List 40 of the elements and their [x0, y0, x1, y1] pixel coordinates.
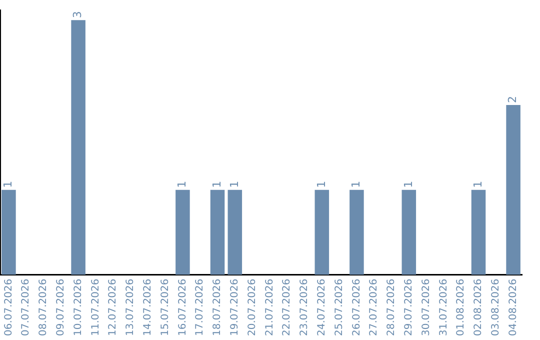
x-tick-label: 24.07.2026 [316, 278, 328, 336]
data-label: 1 [210, 180, 224, 188]
x-tick-label: 09.07.2026 [55, 278, 66, 336]
x-tick-label: 06.07.2026 [3, 278, 14, 336]
x-tick-label: 08.07.2026 [38, 278, 50, 336]
x-tick-label: 12.07.2026 [108, 278, 119, 336]
x-tick-label: 26.07.2026 [351, 278, 362, 336]
x-tick-label: 13.07.2026 [125, 278, 136, 336]
x-tick-label: 29.07.2026 [403, 278, 414, 336]
data-label: 1 [228, 180, 241, 188]
x-tick-label: 04.08.2026 [508, 278, 519, 336]
x-tick-label: 03.08.2026 [490, 278, 502, 336]
x-tick-label: 22.07.2026 [282, 278, 293, 336]
data-label: 2 [506, 96, 520, 104]
x-tick-label: 28.07.2026 [386, 278, 398, 336]
data-label: 1 [402, 180, 415, 188]
x-tick-label: 10.07.2026 [72, 278, 84, 336]
x-tick-label: 27.07.2026 [368, 278, 380, 336]
x-tick-label: 20.07.2026 [246, 278, 258, 336]
x-tick-label: 02.08.2026 [473, 278, 484, 336]
data-label: 1 [471, 180, 484, 188]
data-label: 1 [176, 180, 189, 188]
x-tick-label: 01.08.2026 [456, 278, 467, 336]
data-label: 1 [2, 180, 15, 188]
data-label: 3 [71, 11, 84, 18]
x-tick-label: 23.07.2026 [299, 278, 310, 336]
x-tick-label: 25.07.2026 [334, 278, 345, 336]
x-tick-label: 19.07.2026 [229, 278, 240, 336]
x-tick-label: 11.07.2026 [90, 278, 102, 336]
data-label: 1 [314, 180, 328, 188]
data-label: 1 [350, 180, 363, 188]
x-tick-label: 15.07.2026 [160, 278, 171, 336]
x-tick-label: 21.07.2026 [264, 278, 276, 336]
x-tick-label: 18.07.2026 [212, 278, 224, 336]
x-tick-label: 30.07.2026 [420, 278, 432, 336]
x-tick-label: 17.07.2026 [194, 278, 206, 336]
x-tick-label: 07.07.2026 [20, 278, 32, 336]
x-tick-label: 31.07.2026 [438, 278, 450, 336]
x-tick-label: 16.07.2026 [177, 278, 188, 336]
x-tick-label: 14.07.2026 [142, 278, 154, 336]
